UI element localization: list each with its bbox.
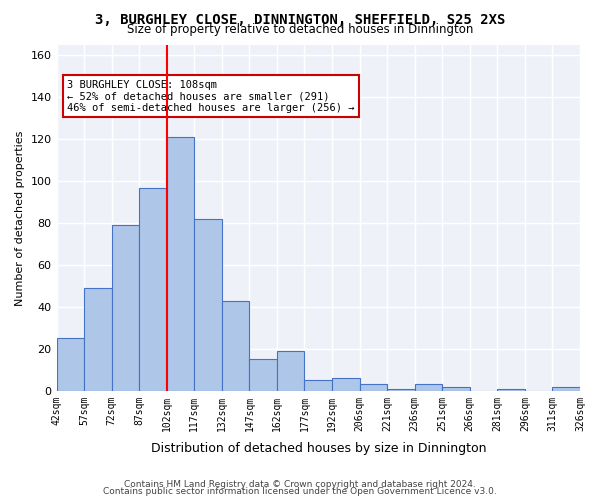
Bar <box>415 384 442 391</box>
Bar <box>497 388 525 391</box>
Bar <box>304 380 332 391</box>
Bar <box>250 360 277 391</box>
Bar <box>167 137 194 391</box>
Bar <box>139 188 167 391</box>
X-axis label: Distribution of detached houses by size in Dinnington: Distribution of detached houses by size … <box>151 442 486 455</box>
Bar <box>194 219 222 391</box>
Bar <box>553 386 580 391</box>
Bar <box>332 378 359 391</box>
Bar <box>222 300 250 391</box>
Bar <box>112 225 139 391</box>
Text: 3, BURGHLEY CLOSE, DINNINGTON, SHEFFIELD, S25 2XS: 3, BURGHLEY CLOSE, DINNINGTON, SHEFFIELD… <box>95 12 505 26</box>
Bar <box>56 338 84 391</box>
Bar <box>84 288 112 391</box>
Text: Contains HM Land Registry data © Crown copyright and database right 2024.: Contains HM Land Registry data © Crown c… <box>124 480 476 489</box>
Bar <box>442 386 470 391</box>
Y-axis label: Number of detached properties: Number of detached properties <box>15 130 25 306</box>
Bar <box>277 351 304 391</box>
Bar <box>359 384 387 391</box>
Text: Contains public sector information licensed under the Open Government Licence v3: Contains public sector information licen… <box>103 487 497 496</box>
Bar <box>387 388 415 391</box>
Text: Size of property relative to detached houses in Dinnington: Size of property relative to detached ho… <box>127 22 473 36</box>
Text: 3 BURGHLEY CLOSE: 108sqm
← 52% of detached houses are smaller (291)
46% of semi-: 3 BURGHLEY CLOSE: 108sqm ← 52% of detach… <box>67 80 355 113</box>
